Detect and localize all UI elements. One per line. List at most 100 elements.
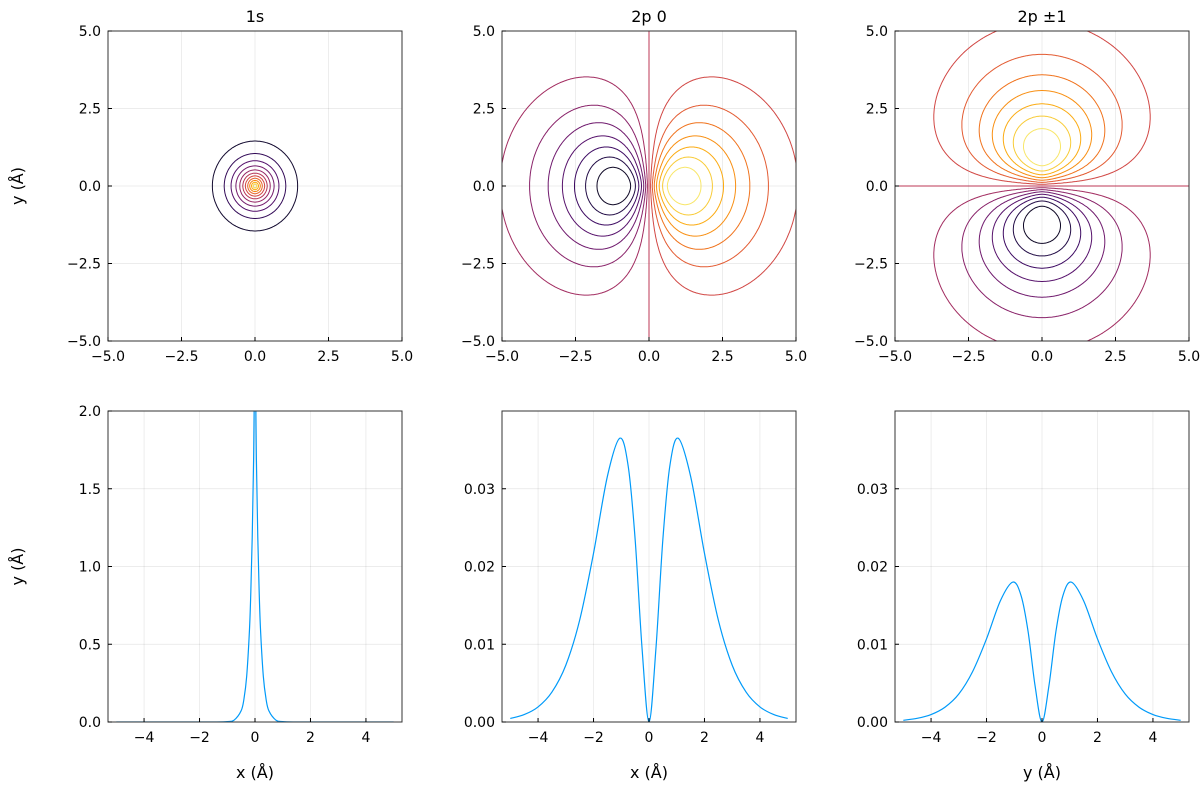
contour-level <box>251 181 259 191</box>
y-tick-label: 0.02 <box>857 560 888 576</box>
contour-level <box>653 122 751 250</box>
y-tick-label: 0.01 <box>464 637 495 653</box>
y-tick-label: 0.00 <box>464 715 495 731</box>
contour-level <box>529 104 647 268</box>
contour-level <box>1012 115 1072 172</box>
x-axis-label: x (Å) <box>236 763 274 782</box>
x-axis-label: y (Å) <box>1023 763 1061 782</box>
contour-level <box>662 156 713 216</box>
contour-level <box>235 165 275 207</box>
y-tick-label: −5.0 <box>461 334 495 350</box>
x-tick-label: −2 <box>976 730 997 746</box>
plot-area <box>903 581 1181 722</box>
contour-level <box>991 90 1093 179</box>
contour-level <box>247 177 263 195</box>
contour-level <box>561 135 642 237</box>
contour-level <box>666 166 702 206</box>
contour-level <box>656 135 737 237</box>
series-line <box>903 581 1181 722</box>
subplot-title: 1s <box>246 7 265 26</box>
contour-level <box>1002 196 1082 269</box>
y-tick-label: 2.0 <box>79 404 101 420</box>
y-tick-label: 0.00 <box>857 715 888 731</box>
x-tick-label: 2 <box>700 730 709 746</box>
x-tick-label: 0.0 <box>1031 349 1053 365</box>
y-tick-label: −2.5 <box>461 257 495 273</box>
y-tick-label: 0.02 <box>464 560 495 576</box>
x-tick-label: −2.5 <box>952 349 986 365</box>
plot-area <box>895 31 1189 341</box>
contour-level <box>978 191 1106 298</box>
contour-level <box>230 160 280 212</box>
y-tick-label: −5.0 <box>854 334 888 350</box>
y-tick-label: 1.0 <box>79 560 101 576</box>
x-tick-label: 5.0 <box>391 349 413 365</box>
y-tick-label: 5.0 <box>473 24 495 40</box>
y-tick-label: 0.03 <box>857 482 888 498</box>
x-tick-label: −2.5 <box>165 349 199 365</box>
subplot-6: −4 −2 0 2 4 0.00 0.01 0.02 0.03 y (Å) <box>857 410 1190 782</box>
contour-level <box>211 140 299 232</box>
y-tick-label: 0.0 <box>79 715 101 731</box>
subplot-5: −4 −2 0 2 4 0.00 0.01 0.02 0.03 x (Å) <box>464 410 797 782</box>
subplot-title: 2p 0 <box>631 7 667 26</box>
y-tick-label: 2.5 <box>473 102 495 118</box>
y-tick-label: 2.5 <box>79 102 101 118</box>
x-tick-label: 0.0 <box>638 349 660 365</box>
plot-area <box>510 437 788 722</box>
contour-level <box>961 189 1123 319</box>
x-tick-label: −4 <box>134 730 155 746</box>
y-tick-label: −2.5 <box>67 257 101 273</box>
y-tick-label: 0.0 <box>866 179 888 195</box>
subplot-3: −5.0 −2.5 0.0 2.5 5.0 −5.0 −2.5 0.0 2.5 5.0 2p ±1 <box>854 7 1200 365</box>
contour-level <box>933 187 1151 341</box>
contour-level <box>961 53 1123 183</box>
y-axis-label: y (Å) <box>8 167 27 205</box>
plot-area <box>211 140 299 232</box>
contour-level <box>244 175 266 197</box>
y-tick-label: 0.0 <box>473 179 495 195</box>
contour-level <box>249 180 261 192</box>
contour-level <box>574 146 640 226</box>
series-line <box>510 437 788 722</box>
contour-level <box>585 156 636 216</box>
x-tick-label: 5.0 <box>785 349 807 365</box>
contour-level <box>242 172 268 200</box>
x-tick-label: −4 <box>528 730 549 746</box>
contour-level <box>239 169 271 203</box>
subplot-1: −5.0 −2.5 0.0 2.5 5.0 −5.0 −2.5 0.0 2.5 5.0 1s y (Å… <box>8 7 413 365</box>
contour-level <box>223 153 287 219</box>
contour-level <box>933 31 1151 185</box>
x-axis-label: x (Å) <box>630 763 668 782</box>
contour-level <box>651 104 769 268</box>
plot-area <box>502 31 796 341</box>
y-tick-label: 2.5 <box>866 102 888 118</box>
x-tick-label: 2 <box>1093 730 1102 746</box>
x-tick-label: 5.0 <box>1178 349 1200 365</box>
y-tick-label: 5.0 <box>866 24 888 40</box>
x-tick-label: −2.5 <box>559 349 593 365</box>
y-tick-label: −2.5 <box>854 257 888 273</box>
x-tick-label: 2.5 <box>1104 349 1126 365</box>
contour-level <box>1023 128 1061 167</box>
y-tick-label: 0.01 <box>857 637 888 653</box>
y-axis-label: y (Å) <box>8 548 27 586</box>
x-tick-label: −5.0 <box>878 349 912 365</box>
y-tick-label: 0.5 <box>79 637 101 653</box>
contour-level <box>252 183 258 189</box>
y-tick-label: 5.0 <box>79 24 101 40</box>
y-tick-label: 0.03 <box>464 482 495 498</box>
x-tick-label: −5.0 <box>91 349 125 365</box>
x-tick-label: 0 <box>645 730 654 746</box>
x-tick-label: −2 <box>583 730 604 746</box>
y-tick-label: 0.0 <box>79 179 101 195</box>
x-tick-label: 0 <box>1038 730 1047 746</box>
contour-level <box>1012 200 1072 257</box>
x-tick-label: −4 <box>921 730 942 746</box>
contour-level <box>991 193 1093 282</box>
x-tick-label: 0 <box>251 730 260 746</box>
x-tick-label: 2.5 <box>317 349 339 365</box>
contour-level <box>1023 205 1061 244</box>
contour-level <box>502 76 648 296</box>
